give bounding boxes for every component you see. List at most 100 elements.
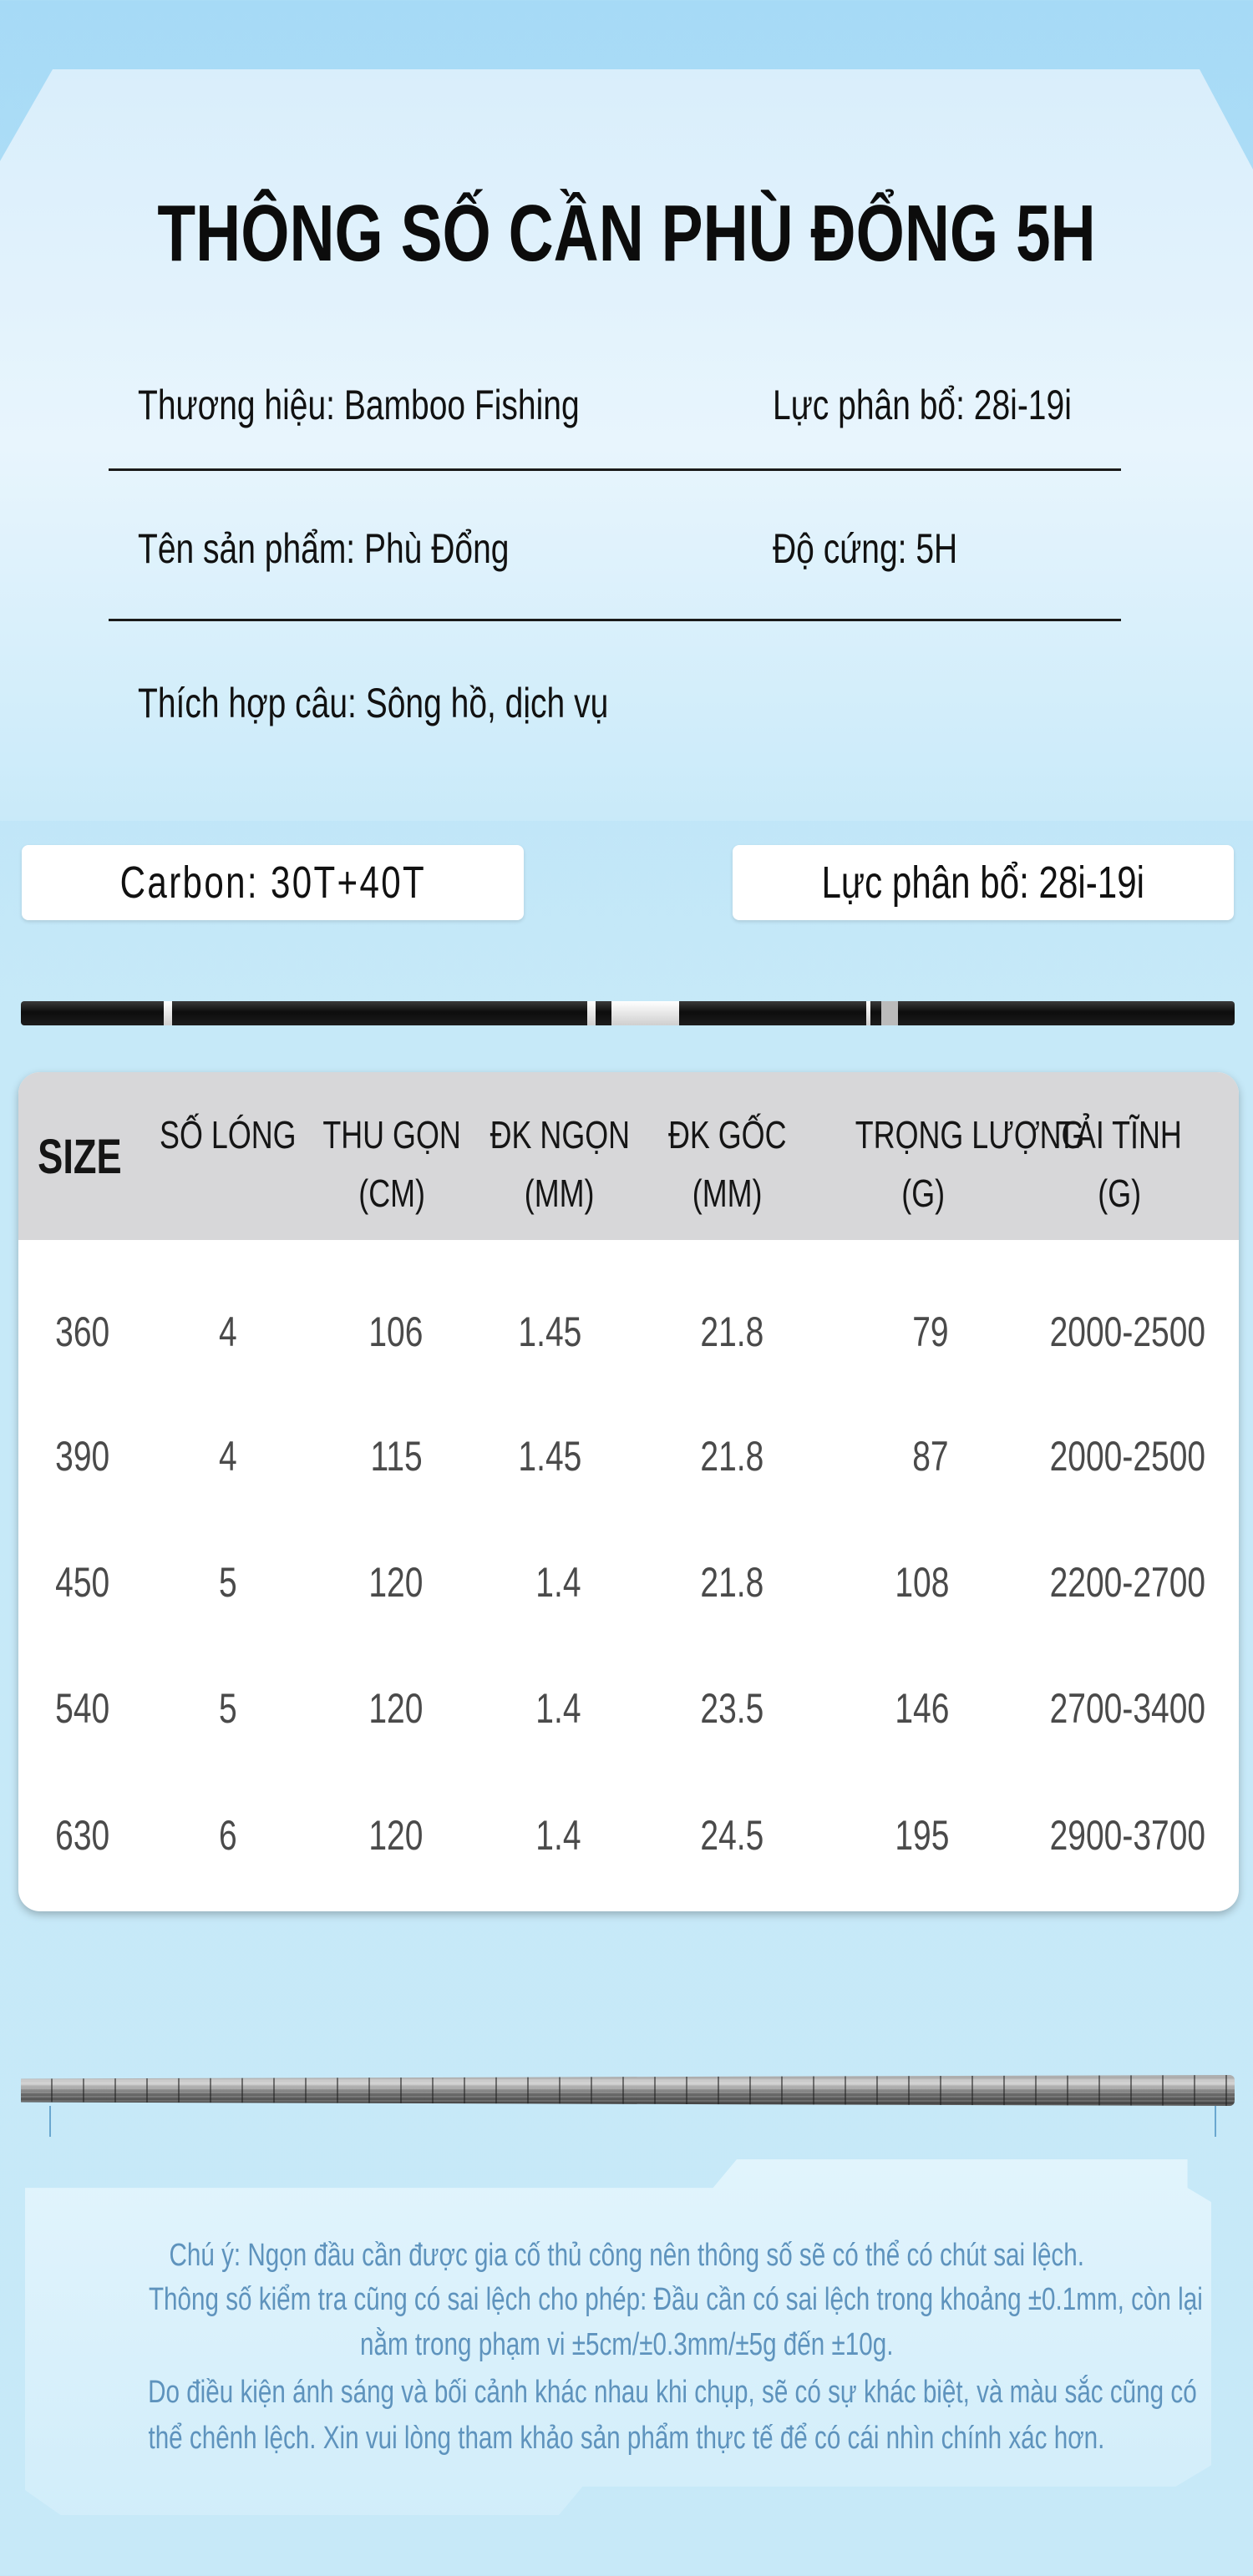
spec-brand: Thương hiệu: Bamboo Fishing: [138, 380, 704, 430]
table-cell: 450: [18, 1557, 166, 1607]
header-label: (CM): [358, 1172, 425, 1215]
header-label: TẢI TĨNH: [1057, 1113, 1182, 1156]
header-label: (MM): [525, 1172, 595, 1215]
table-cell: 4: [145, 1307, 312, 1357]
cell-value: 120: [368, 1812, 423, 1859]
rod-butt-image: [21, 2075, 1235, 2106]
table-header: [18, 1072, 1239, 1240]
header-cell: (G): [1019, 1162, 1220, 1224]
header-label: SỐ LÓNG: [160, 1113, 297, 1156]
table-cell: 5: [145, 1683, 312, 1733]
cell-value: 79: [912, 1308, 949, 1355]
header-cell: THU GỌN: [292, 1104, 492, 1166]
header-cell: (CM): [292, 1162, 492, 1224]
cell-value: 1.45: [518, 1308, 581, 1355]
header-cell: SỐ LÓNG: [128, 1104, 328, 1166]
note-line-text: Do điều kiện ánh sáng và bối cảnh khác n…: [148, 2375, 1197, 2410]
table-cell: 4: [145, 1431, 312, 1481]
cell-value: 540: [55, 1685, 110, 1732]
rod-band: [164, 1001, 172, 1025]
header-label: TRỌNG LƯỢNG: [855, 1113, 1085, 1156]
table-cell: 1.45: [331, 1307, 581, 1357]
cell-value: 2000-2500: [1049, 1308, 1205, 1355]
cell-value: 87: [912, 1433, 949, 1480]
cell-value: 23.5: [700, 1685, 763, 1732]
header-label: (MM): [692, 1172, 763, 1215]
divider: [109, 468, 1121, 471]
force-badge: Lực phân bổ: 28i-19i: [733, 845, 1234, 920]
table-cell: 1.45: [331, 1431, 581, 1481]
carbon-badge-text: Carbon: 30T+40T: [119, 858, 426, 908]
cell-value: 2700-3400: [1049, 1685, 1205, 1732]
cell-value: 6: [219, 1812, 237, 1859]
cell-value: 2200-2700: [1049, 1559, 1205, 1606]
cell-value: 120: [368, 1685, 423, 1732]
cell-value: 390: [55, 1433, 110, 1480]
header-cell: ĐK GỐC: [627, 1104, 828, 1166]
cell-value: 115: [370, 1433, 423, 1480]
table-cell: 21.8: [513, 1557, 763, 1607]
divider: [109, 619, 1121, 621]
rod-band: [881, 1001, 898, 1025]
table-cell: 21.8: [513, 1307, 763, 1357]
table-cell: 360: [18, 1307, 166, 1357]
measure-tick: [49, 2106, 51, 2137]
table-cell: 1.4: [331, 1810, 581, 1860]
cell-value: 146: [894, 1685, 949, 1732]
rod-band: [587, 1001, 596, 1025]
header-label: (G): [1098, 1172, 1141, 1215]
cell-value: 1.4: [535, 1559, 581, 1606]
spec-hardness-text: Độ cứng: 5H: [773, 525, 958, 572]
spec-product-text: Tên sản phẩm: Phù Đổng: [138, 525, 510, 572]
table-cell: 21.8: [513, 1431, 763, 1481]
table-cell: 108: [698, 1557, 949, 1607]
cell-value: 4: [219, 1308, 237, 1355]
cell-value: 120: [368, 1559, 423, 1606]
cell-value: 1.4: [535, 1812, 581, 1859]
cell-value: 5: [219, 1559, 237, 1606]
table-cell: 1.4: [331, 1557, 581, 1607]
header-label: ĐK GỐC: [668, 1113, 787, 1156]
table-cell: 2700-3400: [955, 1683, 1205, 1733]
rod-image: [21, 1001, 1235, 1025]
cell-value: 2900-3700: [1049, 1812, 1205, 1859]
force-badge-text: Lực phân bổ: 28i-19i: [821, 858, 1145, 908]
cell-value: 24.5: [700, 1812, 763, 1859]
cell-value: 360: [55, 1308, 110, 1355]
cell-value: 106: [368, 1308, 423, 1355]
table-cell: 630: [18, 1810, 166, 1860]
note-panel: [25, 2159, 1211, 2515]
measure-tick: [1215, 2106, 1216, 2137]
cell-value: 1.4: [535, 1685, 581, 1732]
table-cell: 2900-3700: [955, 1810, 1205, 1860]
spec-suitable: Thích hợp câu: Sông hồ, dịch vụ: [138, 678, 741, 728]
table-cell: 120: [172, 1557, 423, 1607]
table-cell: 195: [698, 1810, 949, 1860]
table-cell: 120: [172, 1810, 423, 1860]
table-cell: 79: [698, 1307, 949, 1357]
page-title-text: THÔNG SỐ CẦN PHÙ ĐỔNG 5H: [157, 189, 1096, 278]
header-cell: ĐK NGỌN: [459, 1104, 660, 1166]
spec-suitable-text: Thích hợp câu: Sông hồ, dịch vụ: [138, 680, 609, 726]
table-cell: 2000-2500: [955, 1431, 1205, 1481]
note-line: thể chênh lệch. Xin vui lòng tham khảo s…: [0, 2416, 1253, 2461]
header-cell: (G): [823, 1162, 1023, 1224]
table-cell: 146: [698, 1683, 949, 1733]
cell-value: 21.8: [700, 1433, 763, 1480]
header-label: ĐK NGỌN: [490, 1113, 630, 1156]
header-size: SIZE: [18, 1126, 180, 1188]
spec-brand-text: Thương hiệu: Bamboo Fishing: [138, 382, 580, 428]
header-label: (G): [901, 1172, 945, 1215]
carbon-badge: Carbon: 30T+40T: [22, 845, 524, 920]
spec-product: Tên sản phẩm: Phù Đổng: [138, 524, 614, 574]
note-line: nằm trong phạm vi ±5cm/±0.3mm/±5g đến ±1…: [0, 2322, 1253, 2367]
header-label: SIZE: [37, 1130, 122, 1184]
header-cell: TRỌNG LƯỢNG: [823, 1104, 1085, 1166]
spec-force-text: Lực phân bổ: 28i-19i: [773, 382, 1072, 428]
table-cell: 5: [145, 1557, 312, 1607]
note-line-text: thể chênh lệch. Xin vui lòng tham khảo s…: [148, 2421, 1105, 2456]
page-title: THÔNG SỐ CẦN PHÙ ĐỔNG 5H: [0, 188, 1253, 280]
cell-value: 21.8: [700, 1559, 763, 1606]
spec-table: SIZE SỐ LÓNG THU GỌN (CM) ĐK NGỌN (MM) ĐK GỐC (…: [18, 1072, 1239, 1911]
table-cell: 24.5: [513, 1810, 763, 1860]
